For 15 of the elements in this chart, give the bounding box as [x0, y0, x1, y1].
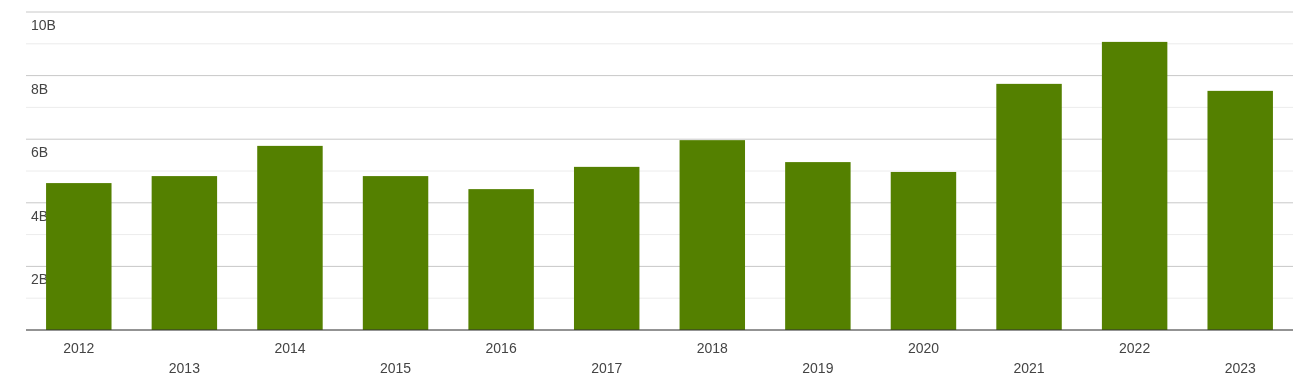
- x-tick-label: 2013: [168, 360, 201, 376]
- y-tick-label: 8B: [31, 80, 49, 97]
- x-tick-label: 2014: [274, 340, 306, 356]
- x-tick-label: 2012: [63, 340, 95, 356]
- x-tick-label: 2020: [907, 340, 940, 356]
- x-tick-label: 2016: [485, 340, 517, 356]
- x-tick-label: 2018: [696, 340, 729, 356]
- y-tick-label: 6B: [31, 144, 49, 161]
- x-tick-label: 2017: [591, 360, 623, 376]
- x-tick-label: 2023: [1224, 360, 1256, 376]
- x-tick-label: 2022: [1119, 340, 1151, 356]
- x-tick-label: 2021: [1013, 360, 1045, 376]
- x-tick-label: 2019: [802, 360, 834, 376]
- y-tick-label: 10B: [31, 17, 56, 33]
- x-tick-label: 2015: [379, 360, 412, 376]
